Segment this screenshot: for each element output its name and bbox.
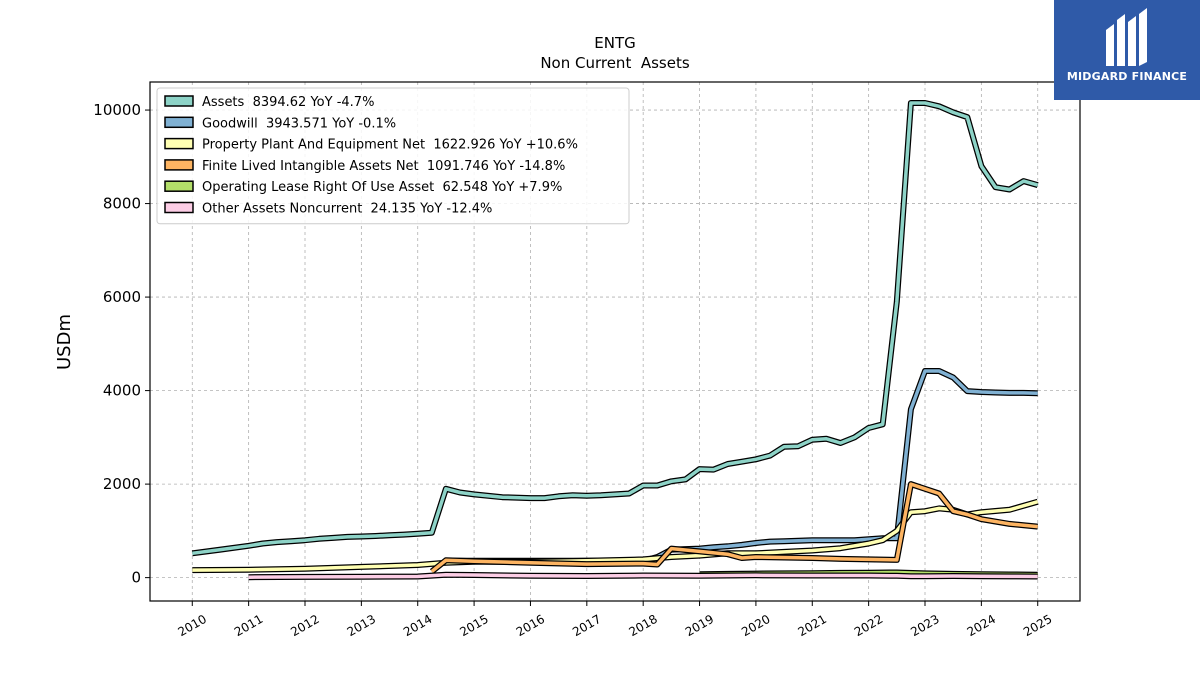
y-axis-label: USDm <box>54 314 75 370</box>
x-tick-label: 2023 <box>908 612 941 639</box>
x-tick-label: 2022 <box>852 612 885 639</box>
legend-swatch-goodwill <box>164 116 194 129</box>
x-tick-label: 2017 <box>570 612 603 639</box>
x-tick-label: 2010 <box>176 612 209 639</box>
series-other-assets-noncurrent <box>248 571 1038 581</box>
series-line <box>248 573 1038 579</box>
x-tick-label: 2015 <box>457 612 490 639</box>
x-tick-label: 2014 <box>401 612 434 639</box>
legend-swatch-finite-lived-intangible-assets-net <box>164 159 194 171</box>
legend-swatch-assets <box>164 95 194 107</box>
series-line <box>192 101 1039 556</box>
legend-label-finite-lived-intangible-assets-net: Finite Lived Intangible Assets Net 1091.… <box>202 159 565 174</box>
series-line-outline <box>445 368 1038 564</box>
chart-title: ENTG <box>594 34 635 52</box>
x-tick-label: 2025 <box>1021 612 1054 639</box>
legend-label-goodwill: Goodwill 3943.571 YoY -0.1% <box>202 116 396 131</box>
x-tick-label: 2011 <box>232 612 265 639</box>
brand-logo: MIDGARD FINANCE <box>1054 0 1200 100</box>
brand-name: MIDGARD FINANCE <box>1066 70 1188 83</box>
legend-label-assets: Assets 8394.62 YoY -4.7% <box>202 95 374 110</box>
x-tick-label: 2019 <box>683 612 716 639</box>
legend-label-other-assets-noncurrent: Other Assets Noncurrent 24.135 YoY -12.4… <box>202 202 492 217</box>
y-tick-label: 10000 <box>93 101 141 119</box>
x-tick-label: 2020 <box>739 612 772 639</box>
series-line <box>192 500 1039 572</box>
x-tick-label: 2021 <box>796 612 829 639</box>
legend-swatch-operating-lease-right-of-use-asset <box>164 180 194 192</box>
y-tick-label: 2000 <box>103 475 141 493</box>
series-property-plant-and-equipment-net <box>192 498 1039 574</box>
y-tick-label: 0 <box>131 569 141 587</box>
y-tick-label: 8000 <box>103 195 141 213</box>
legend-label-property-plant-and-equipment-net: Property Plant And Equipment Net 1622.92… <box>202 138 578 153</box>
legend: Assets 8394.62 YoY -4.7% Goodwill 3943.57… <box>156 87 630 225</box>
legend-swatch-other-assets-noncurrent <box>164 201 194 214</box>
chart-subtitle: Non Current Assets <box>540 54 690 72</box>
series-finite-lived-intangible-assets-net <box>429 481 1038 574</box>
y-tick-label: 6000 <box>103 288 141 306</box>
legend-label-operating-lease-right-of-use-asset: Operating Lease Right Of Use Asset 62.54… <box>202 180 562 195</box>
legend-box <box>156 87 630 225</box>
series-goodwill <box>445 368 1038 564</box>
y-tick-label: 4000 <box>103 382 141 400</box>
legend-swatch-property-plant-and-equipment-net <box>164 137 194 150</box>
x-tick-label: 2018 <box>626 612 659 639</box>
series-assets <box>191 100 1039 557</box>
x-tick-label: 2012 <box>288 612 321 639</box>
x-tick-label: 2016 <box>514 612 547 639</box>
plot-frame <box>149 81 1081 602</box>
series-layer <box>191 100 1039 581</box>
x-tick-label: 2013 <box>345 612 378 639</box>
brand-mark-icon <box>1106 8 1147 66</box>
x-tick-label: 2024 <box>965 612 998 639</box>
series-line <box>430 482 1038 573</box>
series-line <box>445 369 1038 563</box>
